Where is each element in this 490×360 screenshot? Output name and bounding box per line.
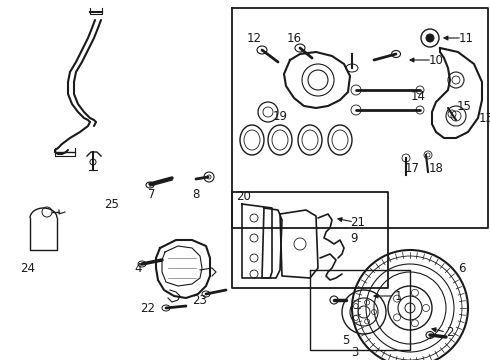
- Text: 25: 25: [104, 198, 120, 211]
- Text: 13: 13: [479, 112, 490, 125]
- Text: 18: 18: [429, 162, 443, 175]
- Circle shape: [426, 34, 434, 42]
- Text: 11: 11: [459, 31, 473, 45]
- Text: 5: 5: [343, 333, 350, 346]
- Text: 8: 8: [192, 189, 200, 202]
- Text: 1: 1: [394, 289, 402, 302]
- Text: 9: 9: [350, 231, 358, 244]
- Text: 22: 22: [141, 302, 155, 315]
- Text: 14: 14: [411, 90, 425, 103]
- Text: 16: 16: [287, 31, 301, 45]
- Text: 3: 3: [351, 346, 359, 360]
- Text: 7: 7: [148, 189, 156, 202]
- Text: 19: 19: [272, 109, 288, 122]
- Text: 17: 17: [405, 162, 419, 175]
- Text: 12: 12: [246, 31, 262, 45]
- Text: 10: 10: [429, 54, 443, 67]
- Text: 21: 21: [350, 216, 366, 229]
- Text: 2: 2: [446, 325, 454, 338]
- Text: 23: 23: [193, 293, 207, 306]
- Text: 6: 6: [458, 261, 466, 274]
- Text: 20: 20: [237, 189, 251, 202]
- Text: 24: 24: [21, 261, 35, 274]
- Text: 15: 15: [457, 99, 471, 112]
- Text: 4: 4: [134, 261, 142, 274]
